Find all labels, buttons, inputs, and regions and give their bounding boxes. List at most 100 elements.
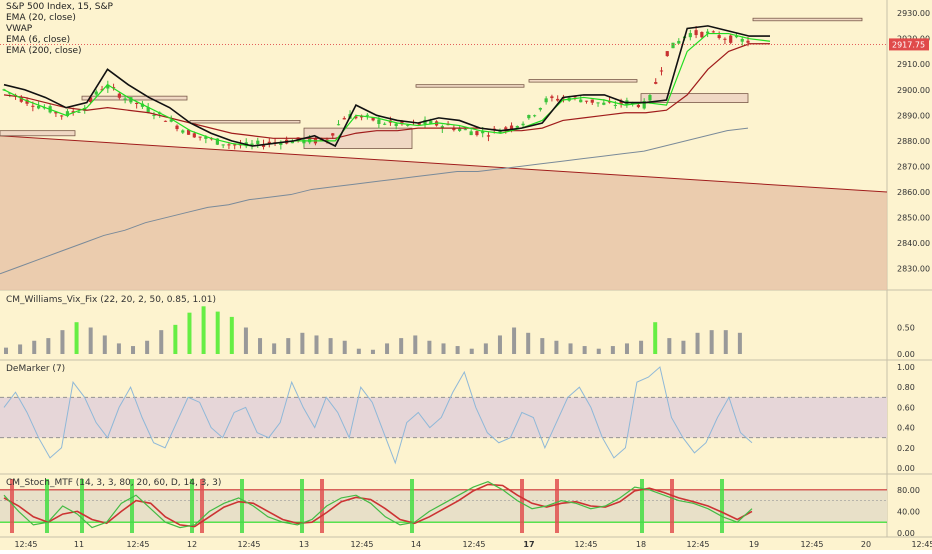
demarker-band (0, 397, 887, 438)
candle-body (527, 114, 531, 119)
vix-bar (385, 343, 390, 354)
trend-line (0, 135, 888, 193)
x-tick-6: 12:45 (350, 540, 373, 549)
vix-bar (540, 338, 545, 354)
stoch-tick-1: 40.00 (897, 507, 920, 516)
candle-body (152, 114, 156, 116)
candle-body (100, 89, 104, 91)
candle-body (573, 96, 577, 98)
demarker-tick-2: 0.60 (897, 403, 915, 412)
vix-bar (131, 346, 136, 354)
zone-box-5 (528, 79, 638, 83)
candle-body (302, 139, 306, 144)
x-tick-13: 19 (749, 540, 759, 549)
x-tick-4: 12:45 (237, 540, 260, 549)
candle-body (521, 123, 525, 126)
vix-bar (399, 338, 404, 354)
vix-bar (370, 349, 375, 354)
x-tick-16: 12:45 (911, 540, 932, 549)
vix-bar (441, 343, 446, 354)
last-price-tag (889, 38, 929, 51)
vix-bar (695, 332, 700, 354)
candle-body (106, 84, 110, 89)
candle-body (688, 33, 692, 38)
vix-bar (215, 311, 220, 354)
zone-box-1 (81, 95, 188, 101)
candle-body (717, 35, 721, 39)
candle-body (729, 35, 733, 43)
stoch-sell-signal-0 (10, 479, 14, 533)
price-tick-0: 2930.00 (897, 9, 930, 18)
x-tick-9: 17 (523, 540, 534, 549)
price-tick-4: 2890.00 (897, 111, 930, 120)
candle-body (648, 95, 652, 101)
vix-bar (483, 343, 488, 354)
vix-bar (681, 340, 686, 354)
candle-body (94, 91, 98, 95)
candle-body (550, 96, 554, 99)
vix-bar (60, 330, 65, 354)
candle-body (504, 127, 508, 130)
vix-tick-0: 0.50 (897, 324, 915, 333)
vix-bar (145, 340, 150, 354)
candle-body (146, 107, 150, 113)
candle-body (71, 111, 75, 113)
vix-bar (88, 327, 93, 354)
x-tick-1: 11 (74, 540, 84, 549)
candle-body (452, 127, 456, 131)
vix-bar (159, 330, 164, 354)
candle-body (556, 98, 560, 101)
vix-bar (653, 322, 658, 354)
vix-bar (32, 340, 37, 354)
vix-bar (102, 335, 107, 354)
candle-body (723, 38, 727, 40)
candle-body (463, 129, 467, 131)
vix-bar (18, 344, 23, 354)
stoch-buy-signal-7 (640, 479, 644, 533)
candle-body (596, 102, 600, 104)
candle-body (706, 31, 710, 34)
price-tick-5: 2880.00 (897, 137, 930, 146)
candle-body (354, 116, 358, 119)
vix-bar (243, 327, 248, 354)
legend-vwap: VWAP (6, 24, 33, 34)
candle-body (169, 119, 173, 122)
candle-body (31, 105, 35, 107)
candle-body (602, 102, 606, 105)
vix-bar (512, 327, 517, 354)
demarker-tick-1: 0.80 (897, 383, 915, 392)
stoch-buy-signal-1 (80, 479, 84, 533)
price-tick-3: 2900.00 (897, 86, 930, 95)
stoch-buy-signal-0 (45, 479, 49, 533)
ema20-line (3, 25, 770, 148)
candle-body (734, 36, 739, 38)
trend-zone-fill (0, 135, 887, 290)
vix-bar (497, 335, 502, 354)
candle-body (677, 40, 681, 44)
candle-body (475, 131, 479, 136)
candle-body (671, 42, 675, 49)
candle-body (365, 114, 369, 116)
vix-bar (610, 346, 615, 354)
candle-body (129, 97, 133, 103)
vix-bar (229, 316, 234, 354)
candle-body (204, 136, 208, 139)
candle-body (654, 82, 658, 84)
demarker-tick-4: 0.20 (897, 444, 915, 453)
candle-body (290, 140, 294, 144)
candle-body (619, 100, 623, 105)
candle-body (429, 120, 433, 124)
demarker-tick-0: 1.00 (897, 363, 915, 372)
zone-box-2 (189, 120, 301, 124)
candle-body (377, 119, 381, 124)
vix-bar (526, 332, 531, 354)
candle-body (533, 115, 537, 117)
candle-body (584, 100, 589, 102)
candle-body (342, 118, 346, 120)
vix-bar (427, 340, 432, 354)
demarker-line (3, 366, 753, 465)
x-tick-3: 12 (187, 540, 197, 549)
demarker-tick-5: 0.00 (897, 464, 915, 473)
candle-body (613, 104, 617, 106)
